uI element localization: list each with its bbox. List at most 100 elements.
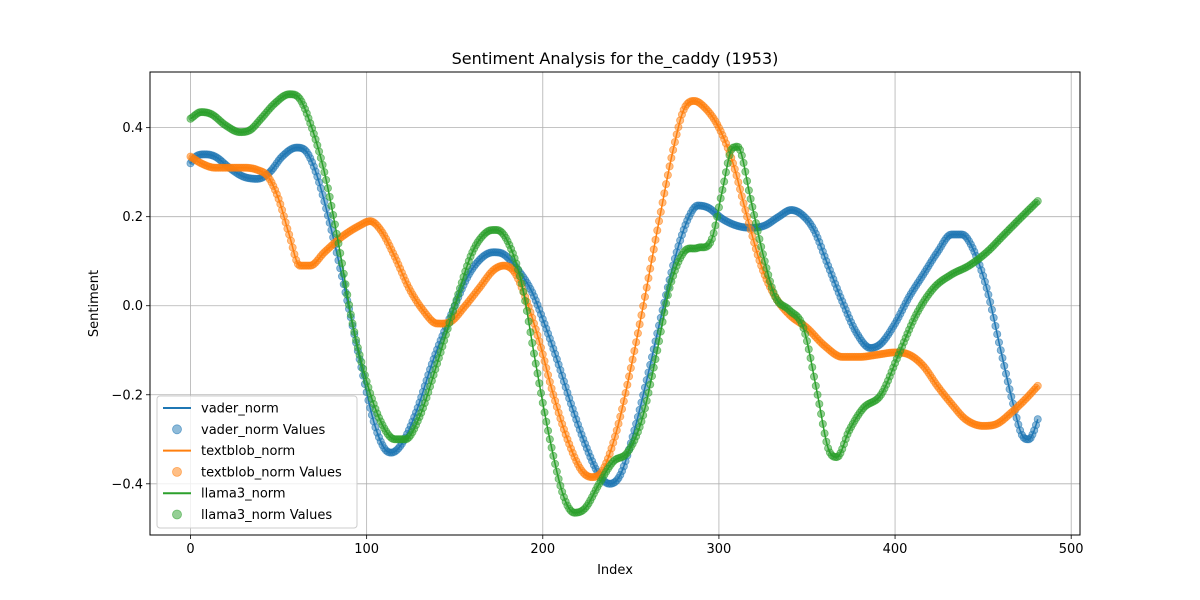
llama3_norm-point — [517, 279, 526, 288]
vader_norm-point — [982, 283, 991, 292]
llama3_norm-point — [646, 380, 655, 389]
x-axis-label: Index — [597, 563, 633, 578]
llama3_norm-point — [822, 437, 831, 446]
llama3_norm-point — [744, 186, 753, 195]
textblob_norm-point — [612, 426, 621, 435]
textblob_norm-point — [625, 372, 634, 381]
textblob_norm-point — [732, 171, 741, 180]
llama3_norm-point — [529, 349, 538, 358]
llama3_norm-point — [327, 201, 336, 210]
textblob_norm-point — [1033, 381, 1042, 390]
textblob_norm-point — [651, 235, 660, 244]
llama3_norm-point — [762, 264, 771, 273]
llama3_norm-point — [353, 343, 362, 352]
llama3_norm-point — [332, 229, 341, 238]
llama3_norm-point — [522, 306, 531, 315]
llama3_norm-point — [801, 329, 810, 338]
series-llama3_norm — [186, 90, 1042, 517]
textblob_norm-point — [663, 171, 672, 180]
textblob_norm-point — [746, 225, 755, 234]
textblob_norm-point — [656, 207, 665, 216]
textblob_norm-point — [621, 389, 630, 398]
llama3_norm-point — [329, 211, 338, 220]
llama3_norm-point — [750, 211, 759, 220]
llama3_norm-point — [811, 381, 820, 390]
llama3_norm-point — [721, 168, 730, 177]
llama3_norm-point — [820, 429, 829, 438]
llama3_norm-point — [804, 345, 813, 354]
textblob_norm-point — [655, 217, 664, 226]
textblob_norm-point — [628, 355, 637, 364]
llama3_norm-point — [649, 363, 658, 372]
y-tick-label: −0.2 — [111, 388, 143, 403]
llama3_norm-point — [348, 319, 357, 328]
textblob_norm-point — [642, 283, 651, 292]
series-textblob_norm — [186, 96, 1042, 482]
llama3_norm-point — [815, 399, 824, 408]
vader_norm-point — [984, 290, 993, 299]
llama3_norm-point — [359, 364, 368, 373]
llama3_norm-point — [350, 327, 359, 336]
textblob_norm-point — [632, 338, 641, 347]
llama3_norm-point — [709, 229, 718, 238]
legend: vader_norm vader_norm Values textblob_norm… — [156, 395, 358, 529]
textblob_norm-point — [674, 123, 683, 132]
llama3_norm-point — [355, 350, 364, 359]
llama3_norm-point — [551, 459, 560, 468]
llama3_norm-point — [718, 185, 727, 194]
llama3_norm-point — [751, 219, 760, 228]
textblob_norm-point — [743, 212, 752, 221]
textblob_norm-point — [646, 264, 655, 273]
legend-box — [156, 395, 358, 529]
llama3_norm-point — [535, 379, 544, 388]
llama3_norm-point — [640, 404, 649, 413]
textblob_norm-point — [658, 198, 667, 207]
llama3_norm-point — [720, 177, 729, 186]
x-tick-label: 400 — [883, 542, 908, 557]
textblob_norm-point — [736, 185, 745, 194]
vader_norm-point — [998, 354, 1007, 363]
llama3_norm-point — [813, 390, 822, 399]
textblob_norm-point — [660, 189, 669, 198]
textblob_norm-point — [537, 343, 546, 352]
textblob_norm-point — [669, 145, 678, 154]
textblob_norm-point — [286, 236, 295, 245]
textblob_norm-point — [544, 370, 553, 379]
textblob_norm-point — [619, 397, 628, 406]
vader_norm-point — [1005, 385, 1014, 394]
llama3_norm-point — [528, 338, 537, 347]
llama3_norm-point — [346, 310, 355, 319]
llama3_norm-point — [322, 175, 331, 184]
llama3_norm-point — [544, 426, 553, 435]
llama3_norm-point — [658, 317, 667, 326]
llama3_norm-point — [545, 435, 554, 444]
textblob_norm-point — [540, 357, 549, 366]
llama3_norm-point — [318, 160, 327, 169]
llama3_norm-point — [334, 239, 343, 248]
textblob_norm-point — [644, 274, 653, 283]
llama3_norm-point — [639, 411, 648, 420]
llama3_norm-point — [651, 355, 660, 364]
llama3_norm-point — [802, 337, 811, 346]
y-tick-label: 0.4 — [122, 121, 143, 136]
llama3_norm-point — [743, 177, 752, 186]
llama3_norm-point — [339, 269, 348, 278]
vader_norm-point — [1007, 392, 1016, 401]
vader_norm-point — [993, 330, 1002, 339]
legend-label: llama3_norm Values — [201, 508, 332, 523]
llama3_norm-point — [647, 372, 656, 381]
llama3_norm-point — [655, 337, 664, 346]
llama3_norm-point — [714, 203, 723, 212]
llama3_norm-point — [343, 290, 352, 299]
textblob_norm-point — [670, 138, 679, 147]
textblob_norm-point — [653, 226, 662, 235]
llama3_norm-point — [818, 419, 827, 428]
llama3_norm-point — [554, 474, 563, 483]
legend-label: vader_norm — [201, 402, 279, 417]
llama3_norm-point — [817, 409, 826, 418]
vader_norm-point — [327, 226, 336, 235]
llama3_norm-point — [753, 227, 762, 236]
plot-frame — [149, 71, 1081, 536]
textblob_norm-point — [618, 405, 627, 414]
llama3_norm-point — [713, 212, 722, 221]
